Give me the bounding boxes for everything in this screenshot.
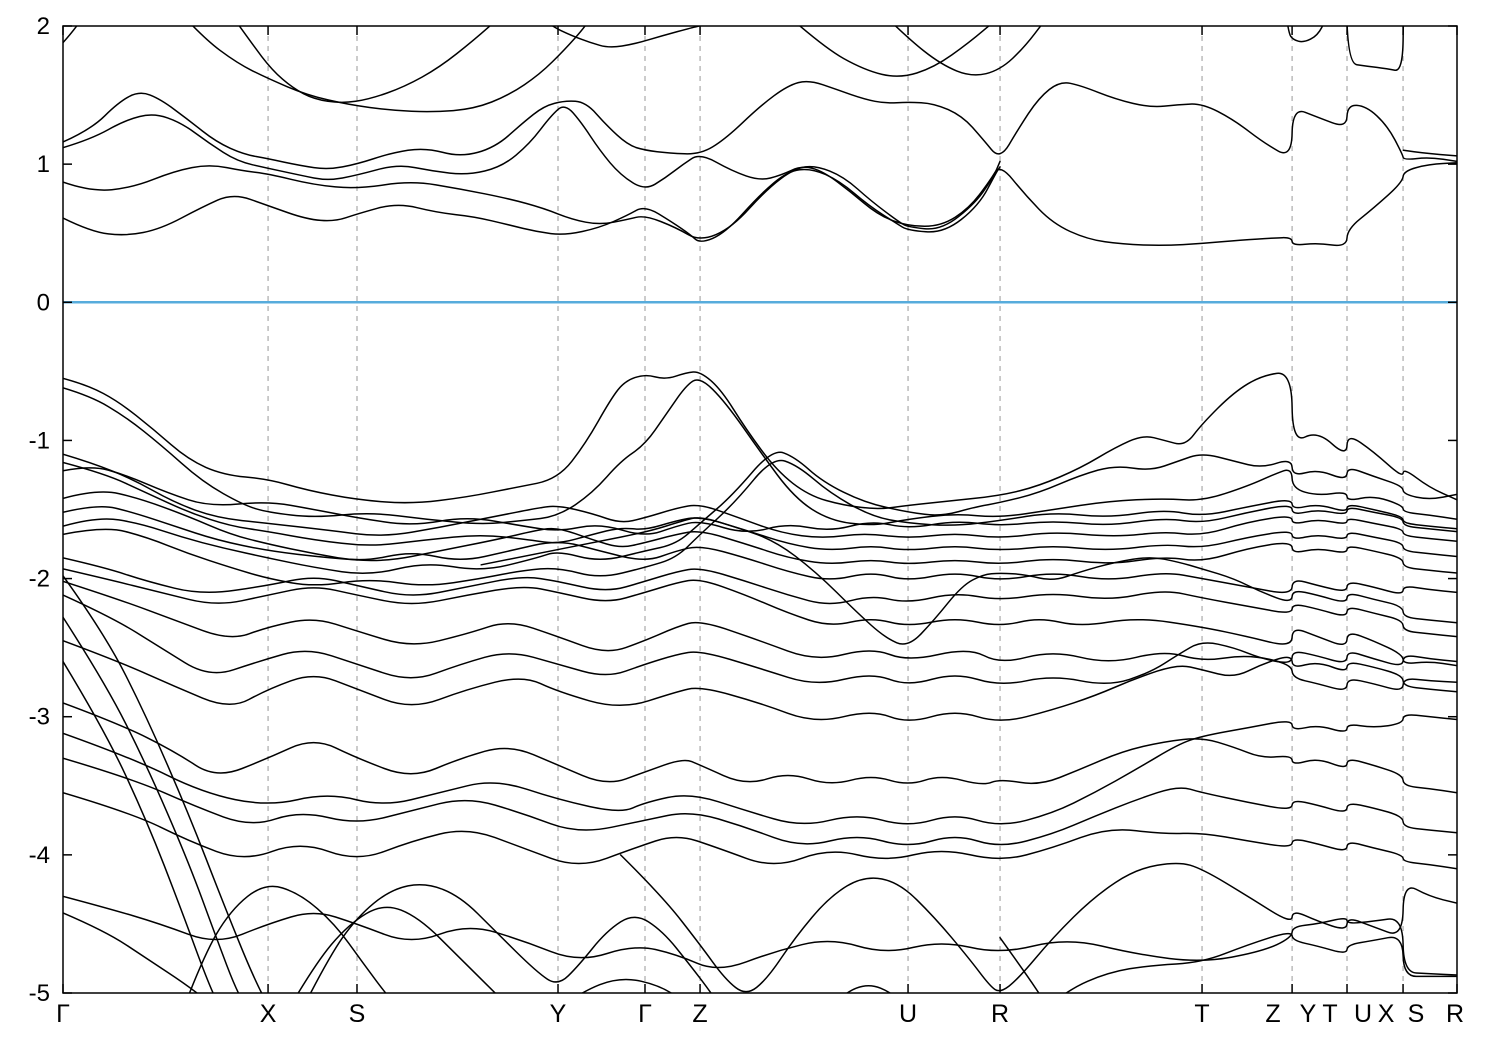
band-val-26: [1064, 932, 1457, 993]
band-val-10: [63, 568, 1457, 667]
band-val-9: [480, 517, 1457, 645]
band-cond-12: [1346, 26, 1405, 71]
y-tick-label: -4: [29, 842, 50, 869]
x-tick-label-Γ: Γ: [638, 1000, 652, 1028]
band-val-2: [63, 379, 1457, 526]
band-cond-2: [63, 80, 1457, 170]
x-tick-label-Y: Y: [550, 1000, 567, 1028]
band-cond-4: [63, 160, 1001, 239]
band-val-28: [63, 491, 1457, 594]
band-val-14: [63, 714, 1457, 825]
y-tick-label: -3: [29, 704, 50, 731]
band-val-22: [309, 884, 712, 993]
y-tick-label: 2: [37, 13, 50, 40]
band-val-24: [845, 985, 892, 993]
band-val-8: [63, 557, 1457, 638]
band-val-25: [999, 936, 1040, 993]
y-tick-label: -5: [29, 980, 50, 1007]
band-val-13: [63, 702, 1457, 794]
band-val-30: [63, 757, 1457, 846]
band-val-19: [63, 660, 214, 993]
band-val-17: [63, 575, 263, 993]
band-val-21: [297, 906, 497, 993]
x-tick-label-T: T: [1322, 1000, 1337, 1028]
band-val-4: [63, 461, 1457, 558]
x-tick-label-Y: Y: [1300, 1000, 1317, 1028]
band-cond-7: [894, 26, 1042, 76]
band-cond-6: [798, 26, 990, 77]
band-val-18: [63, 616, 240, 993]
x-tick-label-R: R: [991, 1000, 1009, 1028]
x-tick-label-Γ: Γ: [56, 1000, 70, 1028]
band-val-12: [63, 639, 1457, 721]
band-cond-14: [1402, 149, 1457, 157]
x-tick-label-X: X: [1378, 1000, 1395, 1028]
band-val-16: [63, 895, 1457, 976]
x-tick-label-Z: Z: [692, 1000, 707, 1028]
x-tick-label-S: S: [349, 1000, 366, 1028]
band-cond-5: [63, 166, 1001, 242]
band-val-32: [580, 978, 673, 993]
band-val-1: [63, 371, 1457, 510]
x-tick-label-U: U: [899, 1000, 917, 1028]
band-val-15: [63, 791, 1457, 870]
y-tick-label: 1: [37, 151, 50, 178]
band-cond-9: [554, 9, 610, 24]
band-val-20: [188, 885, 387, 993]
y-tick-label: 0: [37, 289, 50, 316]
band-val-11: [63, 580, 1457, 690]
band-val-6: [63, 451, 1457, 574]
band-cond-3: [63, 106, 1457, 247]
band-val-23: [619, 854, 1457, 993]
band-cond-10: [191, 26, 586, 113]
y-tick-label: -1: [29, 427, 50, 454]
x-tick-label-U: U: [1354, 1000, 1372, 1028]
band-val-29: [63, 467, 1457, 535]
band-cond-13: [1287, 26, 1324, 43]
x-tick-label-S: S: [1408, 1000, 1425, 1028]
y-tick-label: -2: [29, 566, 50, 593]
band-val-7: [63, 459, 1457, 586]
x-tick-label-X: X: [260, 1000, 277, 1028]
band-val-31: [63, 912, 199, 993]
band-cond-8: [551, 26, 702, 48]
axes-border: [62, 25, 1458, 994]
band-cond-1: [63, 26, 78, 44]
x-tick-label-R: R: [1446, 1000, 1464, 1028]
band-cond-11: [238, 26, 491, 104]
x-tick-label-Z: Z: [1265, 1000, 1280, 1028]
band-lines: [63, 9, 1457, 993]
x-tick-label-T: T: [1194, 1000, 1209, 1028]
band-val-3: [63, 453, 1457, 543]
band-val-27: [63, 594, 1457, 684]
